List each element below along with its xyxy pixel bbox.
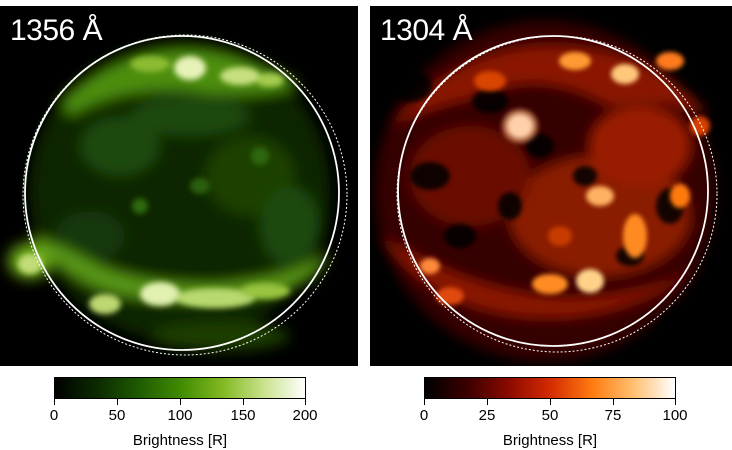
colorbar-tick [550, 399, 551, 405]
emission-image-1356 [0, 6, 358, 366]
colorbar-tick [675, 399, 676, 405]
colorbar-tick-label: 0 [419, 407, 429, 424]
colorbar-tick [613, 399, 614, 405]
image-panel-1356: 1356 Å [0, 6, 358, 366]
colorbar-tick [54, 399, 55, 405]
colorbar-title: Brightness [R] [502, 432, 598, 449]
colorbar-tick [305, 399, 306, 405]
colorbar-title: Brightness [R] [132, 432, 228, 449]
colorbar-gradient [54, 377, 306, 399]
colorbar-tick-label: 50 [108, 407, 126, 424]
colorbar-tick [424, 399, 425, 405]
colorbar-tick-label: 50 [541, 407, 559, 424]
image-panel-1304: 1304 Å [370, 6, 732, 366]
limb-circle-dotted [396, 35, 718, 353]
emission-image-1304 [370, 6, 732, 366]
colorbar-tick-label: 0 [49, 407, 59, 424]
colorbar-tick-label: 200 [292, 407, 318, 424]
colorbar-tick-label: 75 [604, 407, 622, 424]
wavelength-label: 1356 Å [10, 14, 103, 47]
colorbar-tick [243, 399, 244, 405]
colorbar-gradient [424, 377, 676, 399]
colorbar-tick-label: 100 [167, 407, 193, 424]
colorbar-tick-label: 25 [478, 407, 496, 424]
colorbar-tick [117, 399, 118, 405]
colorbar-tick-label: 100 [662, 407, 688, 424]
limb-circle [24, 35, 340, 351]
colorbar-tick [487, 399, 488, 405]
wavelength-label: 1304 Å [380, 14, 473, 47]
colorbar-tick [180, 399, 181, 405]
limb-circle-dotted [22, 34, 348, 356]
colorbar-tick-label: 150 [230, 407, 256, 424]
